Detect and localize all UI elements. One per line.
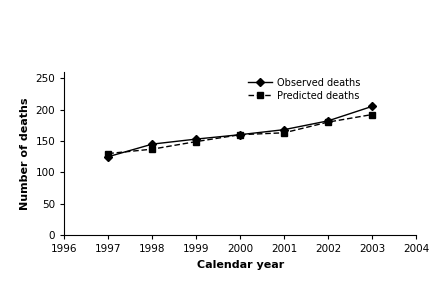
- X-axis label: Calendar year: Calendar year: [196, 260, 284, 270]
- Legend: Observed deaths, Predicted deaths: Observed deaths, Predicted deaths: [245, 75, 363, 104]
- Y-axis label: Number of deaths: Number of deaths: [20, 97, 30, 210]
